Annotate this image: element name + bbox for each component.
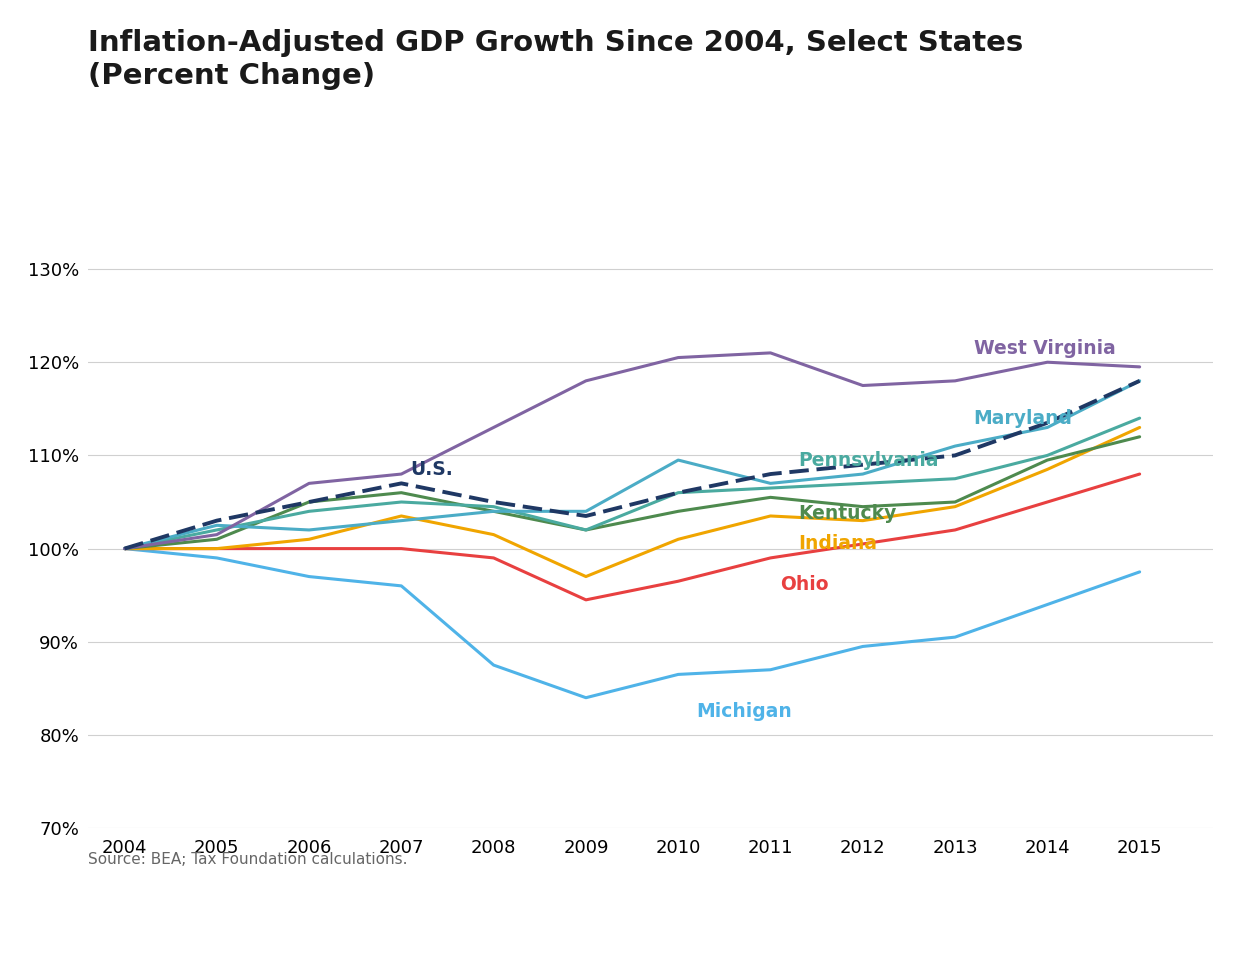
Text: Kentucky: Kentucky (798, 504, 897, 523)
Text: Pennsylvania: Pennsylvania (798, 451, 938, 470)
Text: Michigan: Michigan (697, 702, 792, 721)
Text: @TaxFoundation: @TaxFoundation (1036, 919, 1228, 938)
Text: Source: BEA; Tax Foundation calculations.: Source: BEA; Tax Foundation calculations… (88, 852, 407, 868)
Text: TAX FOUNDATION: TAX FOUNDATION (23, 919, 229, 938)
Text: Indiana: Indiana (798, 534, 877, 554)
Text: U.S.: U.S. (410, 460, 453, 479)
Text: West Virginia: West Virginia (973, 339, 1116, 357)
Text: Inflation-Adjusted GDP Growth Since 2004, Select States
(Percent Change): Inflation-Adjusted GDP Growth Since 2004… (88, 29, 1023, 91)
Text: Ohio: Ohio (779, 575, 828, 593)
Text: Maryland: Maryland (973, 408, 1072, 428)
